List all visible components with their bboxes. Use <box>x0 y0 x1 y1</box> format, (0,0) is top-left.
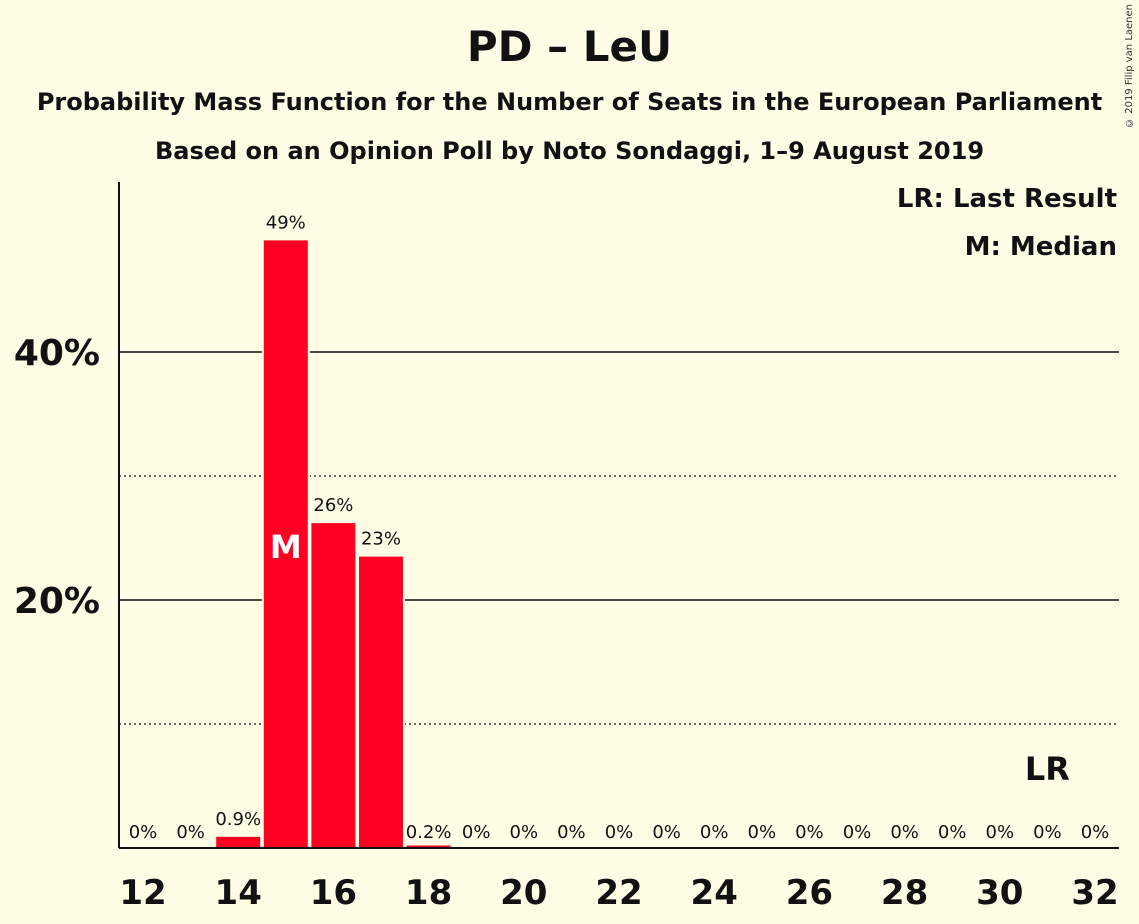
bar-value-label: 26% <box>313 495 353 516</box>
bar-value-label: 0% <box>1033 822 1062 843</box>
x-tick-label: 30 <box>976 873 1023 913</box>
bar-value-label: 0% <box>462 822 491 843</box>
bar-value-label: 0% <box>652 822 681 843</box>
bar-15 <box>263 240 308 848</box>
bar-value-label: 49% <box>266 212 306 233</box>
bar-14 <box>216 836 261 848</box>
bar-value-label: 0% <box>605 822 634 843</box>
x-tick-label: 12 <box>119 873 166 913</box>
bar-value-label: 0% <box>1081 822 1110 843</box>
bar-value-label: 0% <box>938 822 967 843</box>
bar-value-label: 0% <box>795 822 824 843</box>
x-tick-label: 28 <box>881 873 928 913</box>
bar-value-label: 0% <box>890 822 919 843</box>
bar-17 <box>359 556 403 848</box>
bar-value-label: 0% <box>700 822 729 843</box>
y-tick-label: 40% <box>14 333 100 374</box>
last-result-marker: LR <box>1025 750 1070 788</box>
bar-value-label: 0% <box>748 822 777 843</box>
bar-value-label: 0% <box>510 822 539 843</box>
bar-value-label: 23% <box>361 529 401 550</box>
y-tick-label: 20% <box>14 581 100 622</box>
chart-title: PD – LeU <box>466 22 673 71</box>
x-tick-label: 20 <box>500 873 547 913</box>
x-tick-label: 22 <box>595 873 642 913</box>
bar-18 <box>406 845 451 848</box>
bar-value-label: 0% <box>176 822 205 843</box>
x-tick-label: 26 <box>786 873 833 913</box>
bar-value-label: 0.2% <box>406 822 452 843</box>
legend-last-result: LR: Last Result <box>896 184 1117 214</box>
legend-median: M: Median <box>964 232 1117 262</box>
x-tick-label: 24 <box>691 873 738 913</box>
x-tick-label: 18 <box>405 873 452 913</box>
bar-value-label: 0% <box>986 822 1015 843</box>
bar-value-label: 0.9% <box>215 809 261 830</box>
chart-subtitle: Probability Mass Function for the Number… <box>36 88 1103 116</box>
bar-value-label: 0% <box>557 822 586 843</box>
bar-value-label: 0% <box>843 822 872 843</box>
x-tick-label: 14 <box>215 873 262 913</box>
x-tick-label: 16 <box>310 873 357 913</box>
bar-value-label: 0% <box>129 822 158 843</box>
bar-16 <box>311 523 356 848</box>
x-tick-label: 32 <box>1071 873 1118 913</box>
chart-subtitle-poll: Based on an Opinion Poll by Noto Sondagg… <box>154 137 985 165</box>
median-marker: M <box>270 528 302 566</box>
